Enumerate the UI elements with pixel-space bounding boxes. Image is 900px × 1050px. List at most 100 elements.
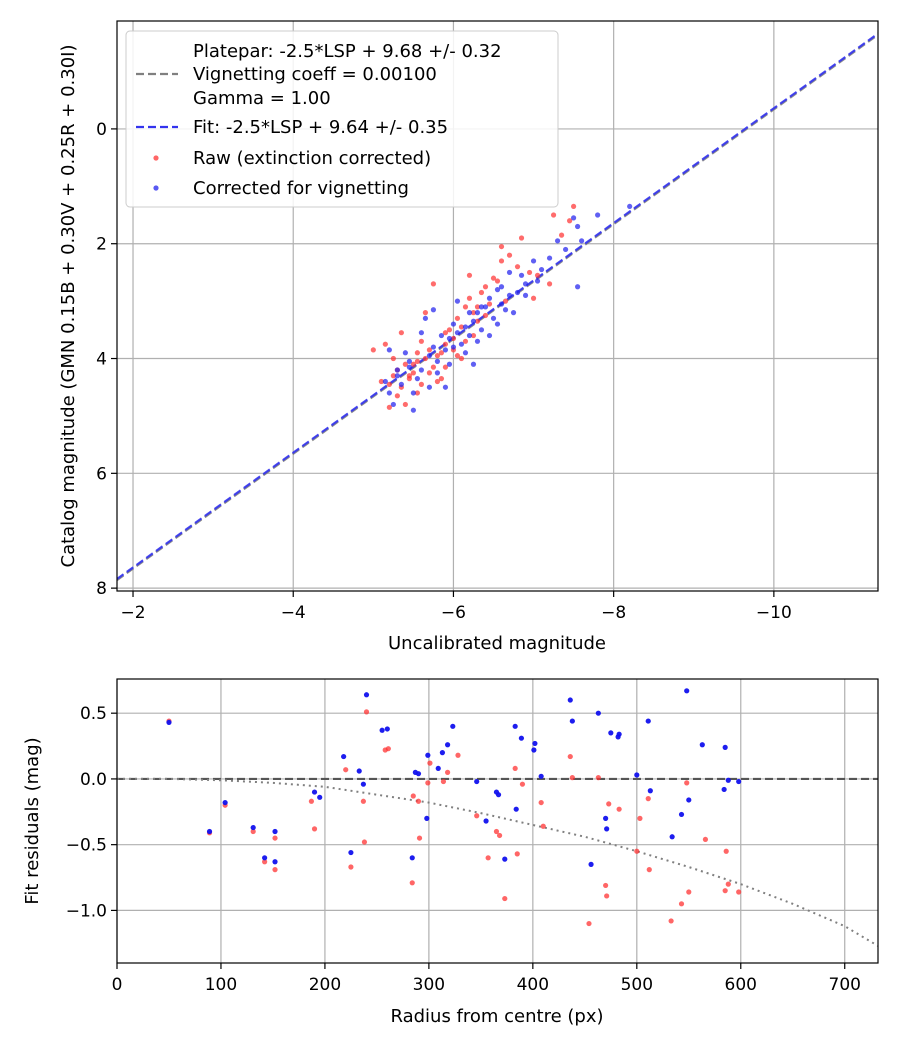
bottom-corrected-point bbox=[495, 792, 502, 798]
bottom-raw-point bbox=[272, 835, 278, 841]
top-corrected-point bbox=[506, 292, 513, 298]
top-raw-point bbox=[398, 330, 404, 336]
bottom-raw-point bbox=[519, 781, 526, 787]
bottom-raw-point bbox=[496, 832, 503, 839]
top-raw-point bbox=[454, 315, 461, 321]
top-corrected-point bbox=[458, 341, 465, 347]
top-corrected-point bbox=[450, 344, 457, 350]
bottom-corrected-point bbox=[272, 828, 278, 835]
top-corrected-point bbox=[510, 310, 517, 316]
bottom-raw-point bbox=[604, 893, 610, 899]
bottom-corrected-point bbox=[721, 786, 727, 793]
bottom-ticks: 0 100 200 300 400 500 600 700 0.5 0.0 −0.5 −1.0 bbox=[66, 704, 861, 995]
top-raw-point bbox=[530, 295, 537, 301]
top-raw-point bbox=[426, 347, 433, 353]
bottom-corrected-point bbox=[608, 730, 614, 736]
legend-corrected-marker bbox=[153, 185, 159, 191]
top-corrected-point bbox=[446, 361, 453, 367]
bottom-corrected-point bbox=[483, 818, 489, 824]
bottom-raw-point bbox=[538, 799, 544, 806]
legend-corrected-label: Corrected for vignetting bbox=[193, 178, 409, 199]
top-corrected-point bbox=[486, 295, 493, 301]
bottom-corrected-point bbox=[384, 726, 390, 732]
bottom-corrected-point bbox=[645, 718, 651, 724]
top-raw-point bbox=[462, 338, 469, 344]
bottom-corrected-point bbox=[722, 744, 728, 750]
top-corrected-point bbox=[530, 258, 537, 264]
bottom-corrected-point bbox=[699, 742, 705, 748]
bottom-raw-point bbox=[444, 769, 451, 775]
bottom-corrected-point bbox=[379, 727, 385, 733]
legend-gamma-label: Gamma = 1.00 bbox=[193, 88, 331, 109]
top-corrected-point bbox=[442, 384, 449, 390]
bottom-x-tick-label: 0 bbox=[112, 975, 123, 995]
top-corrected-point bbox=[494, 287, 501, 293]
top-raw-point bbox=[490, 275, 497, 281]
bottom-raw-point bbox=[440, 778, 447, 785]
top-raw-point bbox=[502, 298, 509, 304]
bottom-raw-point bbox=[606, 801, 612, 807]
top-raw-point bbox=[498, 258, 505, 264]
bottom-corrected-point bbox=[569, 718, 575, 724]
bottom-corrected-point bbox=[616, 731, 622, 737]
bottom-y-tick-label: 0.5 bbox=[80, 704, 107, 724]
top-fit-lines bbox=[117, 32, 878, 581]
top-x-tick-label: −10 bbox=[756, 603, 792, 623]
bottom-corrected-point bbox=[634, 772, 640, 778]
top-raw-point bbox=[526, 269, 533, 276]
bottom-raw-point bbox=[616, 806, 622, 812]
top-raw-point bbox=[446, 327, 453, 333]
top-corrected-point bbox=[454, 330, 461, 336]
top-ylabel: Catalog magnitude (GMN 0.15B + 0.30V + 0… bbox=[58, 44, 79, 567]
top-corrected-point bbox=[482, 304, 489, 310]
residuals-plot: 0 100 200 300 400 500 600 700 0.5 0.0 −0.5 −1.0 Rad… bbox=[22, 678, 879, 1027]
legend-raw-marker bbox=[153, 155, 159, 161]
top-corrected-point bbox=[478, 304, 485, 310]
bottom-grid bbox=[116, 679, 878, 963]
bottom-corrected-point bbox=[513, 806, 519, 812]
bottom-raw-point bbox=[646, 867, 652, 873]
bottom-raw-point bbox=[311, 826, 318, 832]
top-corrected-point bbox=[426, 353, 433, 359]
top-corrected-point bbox=[498, 301, 505, 307]
top-corrected-point bbox=[514, 289, 521, 296]
top-raw-point bbox=[414, 358, 420, 364]
top-corrected-point bbox=[627, 203, 633, 210]
top-corrected-point bbox=[406, 358, 412, 364]
top-raw-point bbox=[450, 335, 457, 342]
top-raw-point bbox=[430, 364, 437, 370]
top-corrected-point bbox=[474, 310, 481, 316]
top-corrected-point bbox=[402, 350, 408, 356]
bottom-raw-point bbox=[723, 848, 729, 854]
top-raw-point bbox=[370, 347, 376, 353]
bottom-raw-point bbox=[645, 796, 651, 802]
bottom-x-tick-label: 500 bbox=[621, 975, 653, 995]
top-corrected-point bbox=[554, 238, 561, 244]
bottom-corrected-point bbox=[450, 723, 456, 729]
bottom-raw-point bbox=[637, 815, 643, 821]
top-raw-point bbox=[406, 376, 412, 382]
top-corrected-point bbox=[486, 332, 493, 339]
bottom-raw-point bbox=[684, 780, 690, 786]
top-raw-point bbox=[378, 378, 384, 385]
top-corrected-point bbox=[522, 292, 529, 298]
bottom-raw-point bbox=[262, 859, 268, 865]
bottom-corrected-point bbox=[647, 788, 653, 794]
top-x-tick-label: −2 bbox=[120, 603, 145, 623]
bottom-corrected-point bbox=[222, 799, 228, 806]
top-raw-point bbox=[402, 401, 408, 408]
bottom-raw-point bbox=[415, 798, 422, 804]
legend-platepar-label: Platepar: -2.5*LSP + 9.68 +/- 0.32 bbox=[193, 41, 502, 62]
top-raw-point bbox=[438, 376, 445, 382]
bottom-corrected-point bbox=[512, 723, 518, 729]
top-raw-point bbox=[390, 373, 396, 379]
top-x-tick-label: −4 bbox=[281, 603, 306, 623]
top-raw-point bbox=[442, 341, 449, 347]
top-corrected-point bbox=[386, 347, 392, 353]
top-raw-point bbox=[550, 212, 557, 218]
bottom-raw-point bbox=[569, 775, 575, 781]
bottom-raw-point bbox=[668, 918, 674, 924]
legend-raw-label: Raw (extinction corrected) bbox=[193, 148, 431, 169]
top-y-tick-label: 4 bbox=[96, 350, 107, 370]
top-corrected-point bbox=[470, 361, 477, 367]
